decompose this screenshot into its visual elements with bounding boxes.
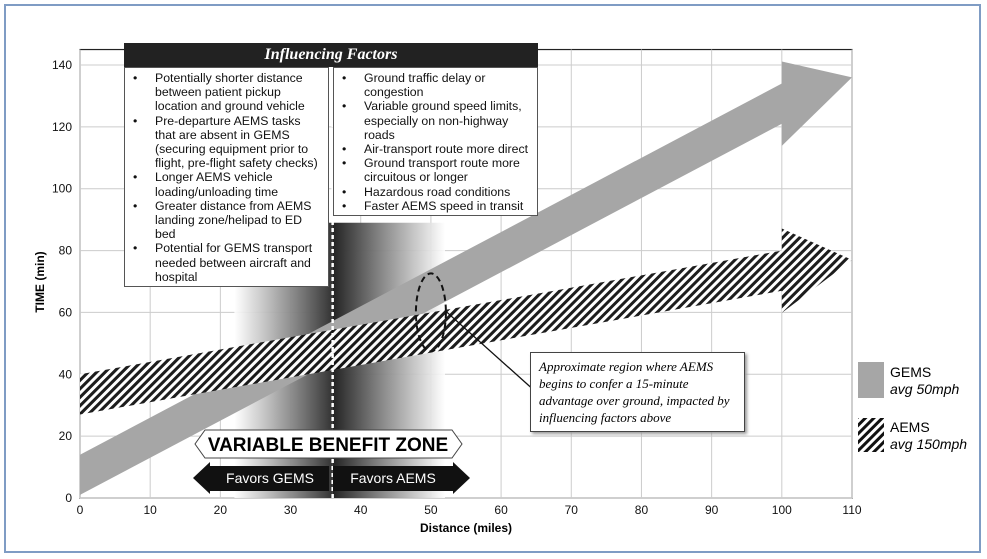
factors-right-column: Ground traffic delay or congestionVariab… (333, 67, 538, 217)
legend-gems-swatch (858, 362, 884, 398)
favors-aems-label: Favors AEMS (350, 470, 436, 486)
x-tick-label: 90 (705, 503, 719, 517)
x-tick-label: 110 (842, 503, 861, 517)
x-tick-label: 50 (424, 503, 438, 517)
callout-note: Approximate region where AEMS begins to … (530, 352, 745, 432)
influencing-factors-title: Influencing Factors (124, 43, 538, 67)
factors-left-column: Potentially shorter distance between pat… (124, 67, 329, 288)
favors-gems-label: Favors GEMS (226, 470, 314, 486)
factor-item: Variable ground speed limits, especially… (338, 99, 533, 142)
y-axis-label: TIME (min) (33, 251, 47, 312)
y-tick-label: 120 (52, 120, 72, 134)
figure-frame (4, 4, 981, 553)
y-tick-label: 20 (59, 429, 73, 443)
factor-item: Ground transport route more circuitous o… (338, 156, 533, 184)
x-tick-label: 40 (354, 503, 368, 517)
y-tick-label: 100 (52, 182, 72, 196)
x-tick-label: 0 (77, 503, 84, 517)
factor-item: Pre-departure AEMS tasks that are absent… (129, 114, 324, 171)
x-tick-label: 100 (772, 503, 792, 517)
callout-leader-line (444, 309, 537, 393)
y-tick-label: 40 (59, 367, 73, 381)
x-axis-label: Distance (miles) (420, 521, 512, 535)
factor-item: Greater distance from AEMS landing zone/… (129, 199, 324, 242)
y-tick-label: 140 (52, 58, 72, 72)
influencing-factors-box: Influencing Factors Potentially shorter … (124, 43, 538, 288)
factor-item: Potentially shorter distance between pat… (129, 71, 324, 114)
y-tick-label: 80 (59, 244, 73, 258)
aems-band-arrow (80, 228, 852, 415)
x-tick-label: 60 (494, 503, 508, 517)
factor-item: Faster AEMS speed in transit (338, 199, 533, 213)
factor-item: Potential for GEMS transport needed betw… (129, 241, 324, 284)
legend-gems-sublabel: avg 50mph (890, 381, 959, 397)
favors-gems-arrow (193, 462, 329, 494)
x-tick-label: 10 (144, 503, 158, 517)
legend-aems-swatch (858, 418, 884, 452)
legend-gems-label: GEMS (890, 364, 931, 380)
factor-item: Ground traffic delay or congestion (338, 71, 533, 99)
x-tick-label: 70 (565, 503, 579, 517)
y-tick-label: 0 (65, 491, 72, 505)
favors-aems-arrow (333, 462, 470, 494)
x-tick-label: 20 (214, 503, 228, 517)
variable-benefit-zone-label: VARIABLE BENEFIT ZONE (208, 435, 448, 456)
factor-item: Longer AEMS vehicle loading/unloading ti… (129, 170, 324, 198)
gems-band-arrow (80, 61, 852, 495)
x-tick-label: 80 (635, 503, 649, 517)
factor-item: Air-transport route more direct (338, 142, 533, 156)
factor-item: Hazardous road conditions (338, 185, 533, 199)
x-tick-label: 30 (284, 503, 298, 517)
variable-benefit-zone-banner (194, 429, 463, 459)
legend-aems-label: AEMS (890, 419, 930, 435)
legend-aems-sublabel: avg 150mph (890, 436, 967, 452)
highlight-ellipse (414, 272, 447, 353)
y-tick-label: 60 (59, 305, 73, 319)
